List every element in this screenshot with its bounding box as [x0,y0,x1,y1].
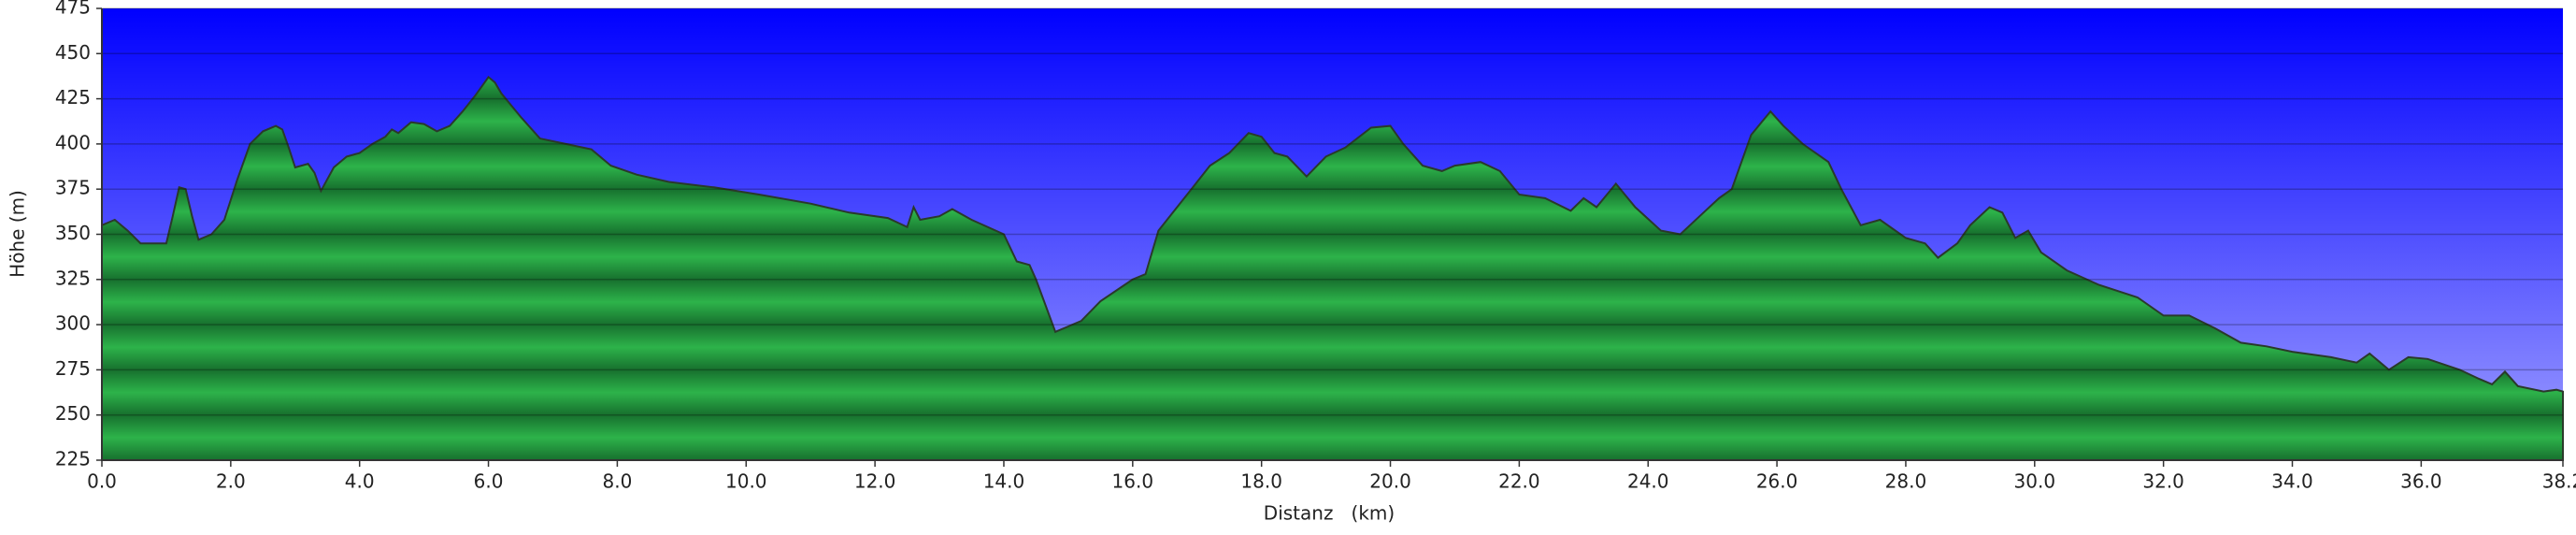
x-tick-label: 6.0 [474,470,504,493]
y-tick-label: 375 [55,177,91,199]
y-tick-label: 275 [55,357,91,380]
y-axis-label: Höhe (m) [7,190,29,278]
y-tick-label: 325 [55,267,91,289]
x-tick-label: 12.0 [854,470,896,493]
x-axis-label: Distanz (km) [1264,502,1395,525]
x-tick-label: 22.0 [1498,470,1540,493]
x-tick-label: 34.0 [2271,470,2313,493]
x-tick-label: 32.0 [2142,470,2184,493]
x-tick-label: 28.0 [1885,470,1927,493]
x-tick-label: 0.0 [87,470,117,493]
x-tick-label: 2.0 [216,470,246,493]
y-tick-label: 475 [55,0,91,19]
y-tick-label: 300 [55,312,91,335]
x-tick-label: 16.0 [1112,470,1154,493]
x-tick-label: 30.0 [2014,470,2056,493]
x-tick-label: 18.0 [1240,470,1282,493]
y-tick-label: 350 [55,222,91,244]
x-tick-label: 36.0 [2400,470,2442,493]
y-tick-label: 250 [55,402,91,425]
x-tick-label: 20.0 [1369,470,1411,493]
x-tick-label: 14.0 [983,470,1025,493]
x-tick-label: 24.0 [1627,470,1669,493]
y-tick-label: 425 [55,86,91,108]
x-tick-label: 38.2 [2542,470,2576,493]
x-tick-label: 4.0 [345,470,375,493]
y-tick-label: 225 [55,448,91,470]
x-tick-label: 10.0 [725,470,767,493]
y-tick-label: 400 [55,131,91,153]
axis-frame [101,8,2563,461]
x-tick-label: 26.0 [1756,470,1798,493]
x-tick-label: 8.0 [603,470,633,493]
elevation-area [101,75,2564,461]
y-tick-label: 450 [55,41,91,64]
